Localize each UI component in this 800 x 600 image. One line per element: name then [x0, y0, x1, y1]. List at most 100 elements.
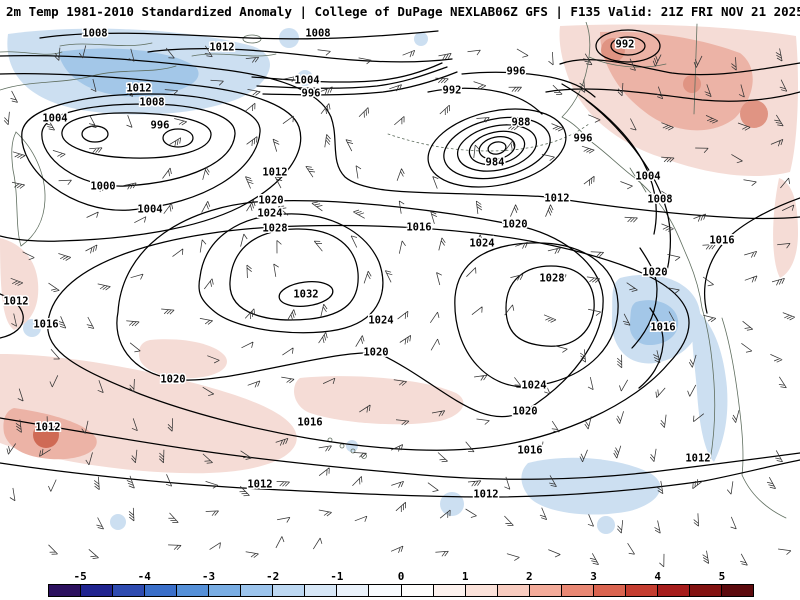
contour-line — [545, 88, 800, 102]
anomaly-patch-positive — [33, 422, 59, 448]
colorbar-segment — [273, 585, 306, 596]
contour-line — [559, 59, 800, 76]
product-title: 2m Temp 1981-2010 Standardized Anomaly |… — [6, 3, 496, 19]
contour-label: 1024 — [469, 238, 494, 250]
contour-line — [505, 265, 595, 347]
colorbar-segment — [625, 585, 658, 596]
colorbar-tick: 3 — [590, 570, 597, 583]
contour-label: 1016 — [650, 322, 675, 334]
contour-lines-layer — [0, 29, 800, 498]
contour-line — [41, 103, 236, 187]
contour-label: 1012 — [247, 479, 272, 491]
contour-label: 1024 — [257, 208, 282, 220]
hawaii-island — [350, 448, 356, 454]
coastline-hawaii — [327, 437, 367, 459]
contour-label: 984 — [486, 157, 505, 169]
contour-label: 1004 — [137, 204, 162, 216]
contour-label: 1012 — [209, 42, 234, 54]
contour-line — [198, 213, 384, 334]
colorbar-tick: -4 — [137, 570, 151, 583]
colorbar-tick: 5 — [718, 570, 726, 583]
contour-line — [638, 307, 664, 389]
colorbar-segment — [49, 585, 82, 596]
colorbar-tick: -2 — [266, 570, 280, 583]
contour-label: 1028 — [262, 223, 287, 235]
contour-label: 1016 — [517, 445, 542, 457]
wind-barbs — [3, 45, 796, 568]
anomaly-patch-positive — [773, 178, 798, 278]
contour-line — [585, 99, 671, 272]
contour-line — [229, 228, 359, 321]
contour-line — [468, 130, 526, 166]
contour-label: 988 — [512, 117, 531, 129]
coastline-kamchatka — [11, 131, 46, 247]
contour-label: 1016 — [297, 417, 322, 429]
colorbar-segment — [433, 585, 466, 596]
wind-barbs-layer — [3, 45, 796, 568]
contour-line — [704, 197, 800, 314]
colorbar-tick: -3 — [201, 570, 216, 583]
contour-line — [610, 36, 646, 56]
colorbar-tick: 4 — [654, 570, 662, 583]
contour-label: 1016 — [709, 235, 734, 247]
contour-line — [81, 125, 109, 143]
colorbar-segment — [369, 585, 402, 596]
map-area: 1008 1008 1012 992 996 992 1004 996 1012 1008 996 1… — [0, 22, 800, 572]
contour-line — [0, 459, 800, 498]
coastline-aleutians — [387, 122, 591, 152]
model-run-info: 06Z GFS | F135 Valid: 21Z FRI NOV 21 202… — [495, 3, 800, 19]
contour-label: 1024 — [521, 380, 546, 392]
anomaly-patch-negative — [279, 28, 299, 48]
anomaly-patch-positive — [683, 75, 701, 93]
colorbar-tick: -5 — [73, 570, 87, 583]
contour-label: 1016 — [33, 319, 58, 331]
contour-label: 996 — [574, 133, 593, 145]
contour-label: 1024 — [368, 315, 393, 327]
contour-label: 1020 — [512, 406, 537, 418]
contour-label: 1012 — [35, 422, 60, 434]
colorbar-segment — [561, 585, 594, 596]
contour-line — [147, 47, 453, 63]
contour-line — [21, 93, 261, 211]
contour-line — [0, 54, 800, 220]
anomaly-patch-negative — [521, 457, 661, 515]
colorbar: -5 -4 -3 -2 -1 0 1 2 3 4 5 — [0, 570, 800, 600]
colorbar-segment — [113, 585, 146, 596]
low-center-rings — [427, 108, 567, 188]
contour-line — [443, 116, 551, 180]
colorbar-tick: 0 — [397, 570, 405, 583]
contour-line — [0, 72, 302, 242]
contour-line — [256, 66, 448, 89]
contour-line — [47, 224, 690, 451]
contour-label: 996 — [151, 120, 170, 132]
contour-label: 1004 — [294, 75, 319, 87]
contour-line — [478, 135, 516, 161]
anomaly-patch-negative — [110, 514, 126, 530]
contour-label: 1008 — [305, 28, 330, 40]
contour-line — [162, 128, 194, 148]
contour-line — [39, 30, 439, 40]
anomaly-patch-positive — [138, 339, 227, 379]
colorbar-tick: 1 — [461, 570, 469, 583]
contour-line — [278, 281, 334, 307]
contour-label: 1020 — [502, 219, 527, 231]
contour-label: 1000 — [90, 181, 115, 193]
colorbar-segment — [209, 585, 242, 596]
contour-label: 992 — [616, 39, 635, 51]
colorbar-segment — [689, 585, 722, 596]
contour-label: 1004 — [635, 171, 660, 183]
contour-label: 1004 — [42, 113, 67, 125]
colorbar-segment — [721, 585, 754, 596]
colorbar-tick: 2 — [526, 570, 533, 583]
contour-line — [262, 71, 458, 96]
colorbar-segment — [657, 585, 690, 596]
anomaly-patch-positive — [294, 376, 464, 425]
colorbar-segment — [177, 585, 210, 596]
contour-label: 1020 — [363, 347, 388, 359]
colorbar-segment — [465, 585, 498, 596]
anomaly-patch-negative — [597, 516, 615, 534]
hawaii-island — [339, 443, 345, 449]
contour-label: 1008 — [647, 194, 672, 206]
